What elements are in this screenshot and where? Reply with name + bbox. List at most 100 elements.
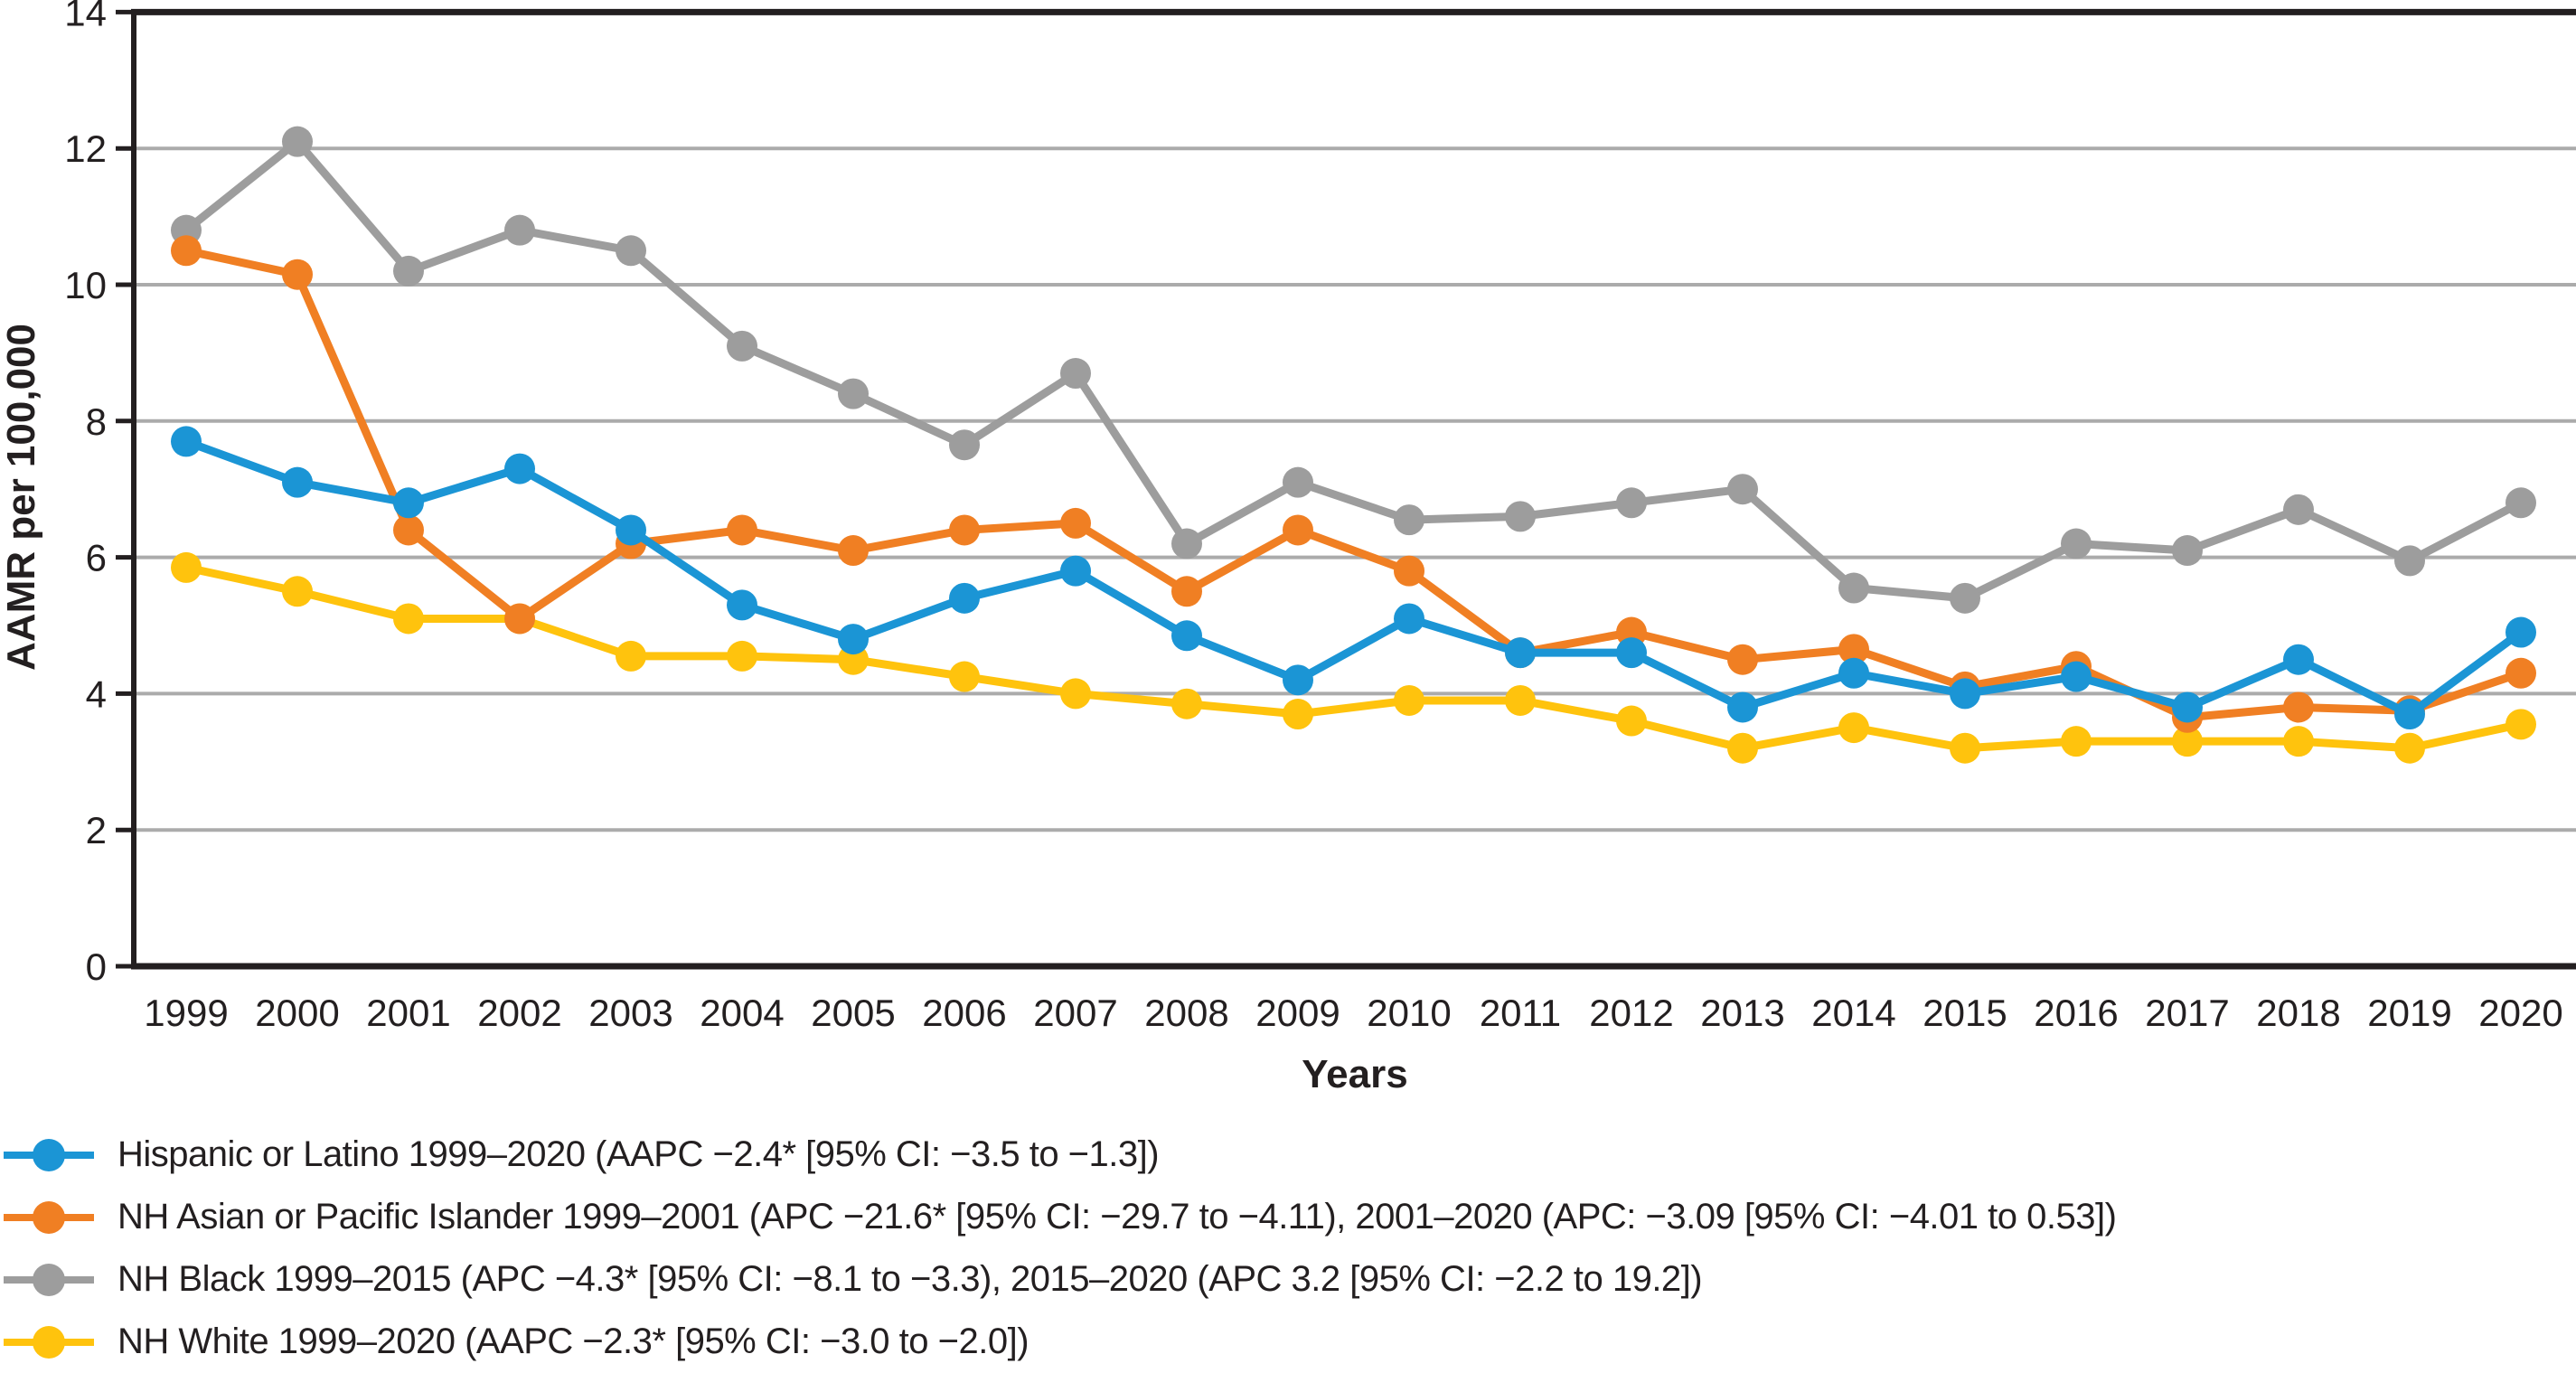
data-point-nh-white-2012 xyxy=(1616,705,1647,737)
x-tick-label-2009: 2009 xyxy=(1255,992,1340,1034)
x-tick-label-2002: 2002 xyxy=(477,992,561,1034)
data-point-hispanic-or-latino-2000 xyxy=(282,466,313,498)
legend-label: NH Black 1999–2015 (APC −4.3* [95% CI: −… xyxy=(118,1259,1703,1299)
data-point-hispanic-or-latino-2018 xyxy=(2283,644,2314,675)
data-point-nh-black-2011 xyxy=(1505,501,1536,532)
y-tick-label-10: 10 xyxy=(64,264,107,306)
data-point-nh-white-2011 xyxy=(1505,684,1536,716)
x-tick-label-2018: 2018 xyxy=(2256,992,2340,1034)
data-point-nh-black-2009 xyxy=(1283,466,1313,498)
data-point-nh-white-2017 xyxy=(2172,726,2203,757)
data-point-nh-asian-or-pacific-islander-2005 xyxy=(838,535,869,567)
legend-row-4: NH White 1999–2020 (AAPC −2.3* [95% CI: … xyxy=(2,1311,2574,1373)
data-point-nh-asian-or-pacific-islander-2010 xyxy=(1394,555,1424,587)
data-point-nh-asian-or-pacific-islander-2007 xyxy=(1060,507,1091,539)
data-point-nh-black-2000 xyxy=(282,126,313,157)
x-axis-title: Years xyxy=(1302,1052,1407,1096)
data-point-nh-white-2003 xyxy=(616,640,646,672)
data-point-nh-asian-or-pacific-islander-2013 xyxy=(1727,644,1758,675)
legend-row-3: NH Black 1999–2015 (APC −4.3* [95% CI: −… xyxy=(2,1248,2574,1311)
data-point-hispanic-or-latino-2002 xyxy=(504,453,535,484)
x-tick-label-2003: 2003 xyxy=(588,992,672,1034)
data-point-nh-white-2010 xyxy=(1394,684,1424,716)
data-point-hispanic-or-latino-2017 xyxy=(2172,691,2203,723)
data-point-nh-asian-or-pacific-islander-2006 xyxy=(949,514,980,546)
y-tick-label-4: 4 xyxy=(86,672,107,715)
data-point-hispanic-or-latino-2012 xyxy=(1616,637,1647,669)
data-point-nh-asian-or-pacific-islander-2000 xyxy=(282,259,313,290)
data-point-hispanic-or-latino-2005 xyxy=(838,624,869,655)
data-point-hispanic-or-latino-1999 xyxy=(171,426,202,457)
x-tick-label-2005: 2005 xyxy=(811,992,895,1034)
data-point-nh-asian-or-pacific-islander-2001 xyxy=(393,514,424,546)
legend-label: Hispanic or Latino 1999–2020 (AAPC −2.4*… xyxy=(118,1134,1160,1174)
data-point-hispanic-or-latino-2016 xyxy=(2061,661,2092,692)
legend-marker-icon xyxy=(4,1263,94,1296)
series-line-nh-white xyxy=(185,563,2522,753)
legend-marker-icon xyxy=(4,1138,94,1171)
data-point-hispanic-or-latino-2001 xyxy=(393,487,424,519)
series-line-hispanic-or-latino xyxy=(184,437,2524,719)
x-tick-label-2014: 2014 xyxy=(1811,992,1895,1034)
x-tick-label-1999: 1999 xyxy=(144,992,228,1034)
y-tick-label-6: 6 xyxy=(86,537,107,579)
data-point-nh-white-2019 xyxy=(2394,732,2425,764)
data-point-nh-black-2002 xyxy=(504,214,535,246)
data-point-nh-white-2016 xyxy=(2061,726,2092,757)
data-point-nh-black-2020 xyxy=(2505,487,2536,519)
data-point-hispanic-or-latino-2006 xyxy=(949,582,980,614)
data-point-nh-white-2014 xyxy=(1838,712,1869,744)
data-point-nh-white-2001 xyxy=(393,603,424,635)
data-point-nh-asian-or-pacific-islander-2008 xyxy=(1171,576,1202,607)
data-point-nh-asian-or-pacific-islander-1999 xyxy=(171,235,202,267)
data-point-nh-asian-or-pacific-islander-2009 xyxy=(1283,514,1313,546)
data-point-hispanic-or-latino-2003 xyxy=(616,514,646,546)
data-point-nh-asian-or-pacific-islander-2020 xyxy=(2505,657,2536,689)
legend-row-2: NH Asian or Pacific Islander 1999–2001 (… xyxy=(2,1186,2574,1248)
data-point-nh-white-2009 xyxy=(1283,699,1313,730)
y-axis-title: AAMR per 100,000 xyxy=(0,324,43,671)
legend-label: NH White 1999–2020 (AAPC −2.3* [95% CI: … xyxy=(118,1321,1029,1361)
data-point-nh-white-2018 xyxy=(2283,726,2314,757)
data-point-nh-black-2008 xyxy=(1171,528,1202,560)
data-point-nh-white-2000 xyxy=(282,576,313,607)
y-tick-label-14: 14 xyxy=(64,0,107,33)
x-tick-label-2015: 2015 xyxy=(1923,992,2007,1034)
data-point-nh-black-2019 xyxy=(2394,545,2425,577)
data-point-nh-white-2004 xyxy=(727,640,757,672)
data-point-hispanic-or-latino-2011 xyxy=(1505,637,1536,669)
data-point-nh-black-2005 xyxy=(838,378,869,409)
data-point-nh-black-2007 xyxy=(1060,358,1091,390)
x-tick-label-2019: 2019 xyxy=(2367,992,2451,1034)
x-tick-label-2010: 2010 xyxy=(1367,992,1451,1034)
data-point-nh-asian-or-pacific-islander-2014 xyxy=(1838,634,1869,665)
x-tick-label-2020: 2020 xyxy=(2478,992,2562,1034)
data-point-nh-black-2003 xyxy=(616,235,646,267)
x-tick-label-2006: 2006 xyxy=(922,992,1006,1034)
legend-label: NH Asian or Pacific Islander 1999–2001 (… xyxy=(118,1197,2117,1237)
x-tick-label-2000: 2000 xyxy=(255,992,339,1034)
x-tick-label-2008: 2008 xyxy=(1144,992,1228,1034)
data-point-nh-black-2006 xyxy=(949,429,980,461)
data-point-nh-asian-or-pacific-islander-2018 xyxy=(2283,691,2314,723)
y-tick-label-8: 8 xyxy=(86,400,107,443)
x-tick-label-2013: 2013 xyxy=(1700,992,1784,1034)
data-point-hispanic-or-latino-2007 xyxy=(1060,555,1091,587)
data-point-hispanic-or-latino-2013 xyxy=(1727,691,1758,723)
data-point-nh-white-2015 xyxy=(1950,732,1980,764)
data-point-hispanic-or-latino-2015 xyxy=(1950,678,1980,710)
y-tick-label-0: 0 xyxy=(86,945,107,988)
data-point-nh-asian-or-pacific-islander-2002 xyxy=(504,603,535,635)
data-point-hispanic-or-latino-2004 xyxy=(727,589,757,621)
legend-marker-icon xyxy=(4,1200,94,1234)
x-tick-label-2017: 2017 xyxy=(2145,992,2229,1034)
data-point-nh-white-2013 xyxy=(1727,732,1758,764)
data-point-nh-black-2001 xyxy=(393,255,424,287)
legend-marker-icon xyxy=(4,1325,94,1359)
data-point-hispanic-or-latino-2014 xyxy=(1838,657,1869,689)
data-point-hispanic-or-latino-2020 xyxy=(2505,616,2536,648)
data-point-nh-white-2008 xyxy=(1171,688,1202,719)
chart-legend: Hispanic or Latino 1999–2020 (AAPC −2.4*… xyxy=(2,1124,2574,1373)
y-tick-label-2: 2 xyxy=(86,809,107,851)
